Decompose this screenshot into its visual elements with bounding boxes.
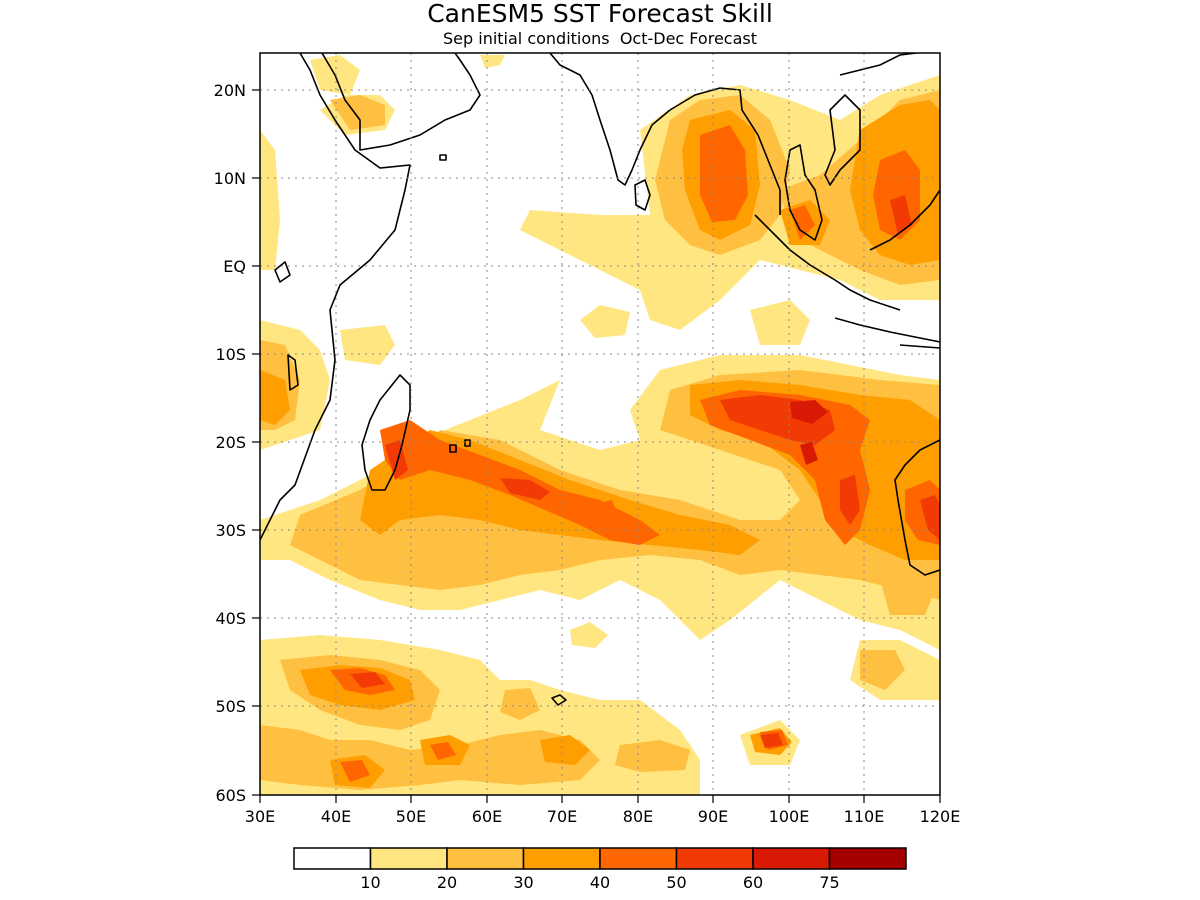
x-tick-labels: 30E 40E 50E 60E 70E 80E 90E 100E 110E 12… [245,807,961,826]
x-tick-label: 80E [623,807,653,826]
colorbar-swatch [293,847,372,870]
page-subtitle: Sep initial conditions Oct-Dec Forecast [443,29,757,48]
colorbar-label: 10 [360,873,380,892]
skill-map [260,53,940,795]
x-tick-label: 100E [769,807,810,826]
y-tick-label: 20S [215,433,246,452]
y-tick-label: 20N [214,81,246,100]
x-tick-label: 50E [396,807,426,826]
y-tick-label: 10N [214,169,246,188]
x-tick-label: 90E [698,807,728,826]
y-tick-label: 30S [215,521,246,540]
skill-band-60-75 [790,400,828,465]
colorbar-swatch [752,847,831,870]
colorbar [293,847,907,870]
colorbar-swatch [446,847,525,870]
y-tick-label: EQ [223,257,246,276]
y-tick-label: 50S [215,697,246,716]
x-tick-label: 30E [245,807,275,826]
colorbar-swatch [522,847,601,870]
colorbar-swatch [675,847,754,870]
gridlines [260,53,940,795]
colorbar-swatch [828,847,907,870]
colorbar-label: 40 [590,873,610,892]
x-tick-label: 110E [844,807,885,826]
x-tick-label: 120E [920,807,961,826]
colorbar-labels: 10 20 30 40 50 60 75 [360,873,839,892]
y-tick-label: 60S [215,786,246,805]
colorbar-swatch [369,847,448,870]
x-tick-label: 60E [472,807,502,826]
x-tick-label: 70E [547,807,577,826]
x-tick-label: 40E [321,807,351,826]
y-tick-label: 10S [215,345,246,364]
y-tick-label: 40S [215,609,246,628]
y-tick-labels: 20N 10N EQ 10S 20S 30S 40S 50S 60S [214,81,246,805]
axis-ticks [252,89,941,803]
colorbar-label: 20 [437,873,457,892]
map-frame [259,52,941,796]
colorbar-label: 75 [819,873,839,892]
colorbar-label: 60 [743,873,763,892]
colorbar-label: 30 [513,873,533,892]
colorbar-label: 50 [666,873,686,892]
coastlines [260,53,940,706]
colorbar-swatch [599,847,678,870]
page-title: CanESM5 SST Forecast Skill [427,0,773,28]
